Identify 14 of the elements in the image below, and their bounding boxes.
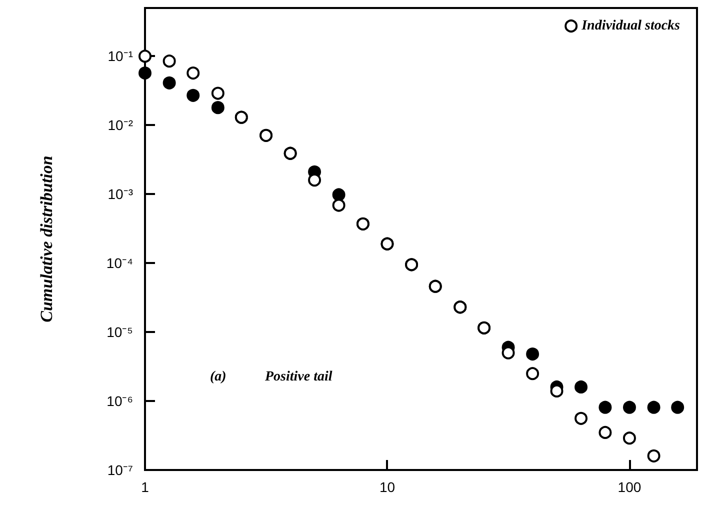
x-tick-label: 1 (141, 479, 150, 495)
y-tick-label: 10⁻⁴ (106, 255, 133, 272)
annotation: Positive tail (265, 370, 332, 384)
y-axis-title: Cumulative distribution (37, 156, 56, 322)
legend-label: Individual stocks (580, 18, 681, 34)
y-tick-label: 10⁻⁷ (107, 462, 133, 478)
annotation: (a) (210, 370, 226, 384)
y-tick-label: 10⁻² (108, 117, 134, 134)
y-tick-label: 10⁻³ (108, 186, 134, 202)
y-tick-label: 10⁻⁵ (106, 324, 133, 340)
x-tick-label: 100 (618, 479, 642, 495)
y-tick-label: 10⁻¹ (108, 48, 134, 64)
x-tick-label: 10 (379, 479, 396, 495)
y-tick-label: 10⁻⁶ (106, 393, 133, 410)
